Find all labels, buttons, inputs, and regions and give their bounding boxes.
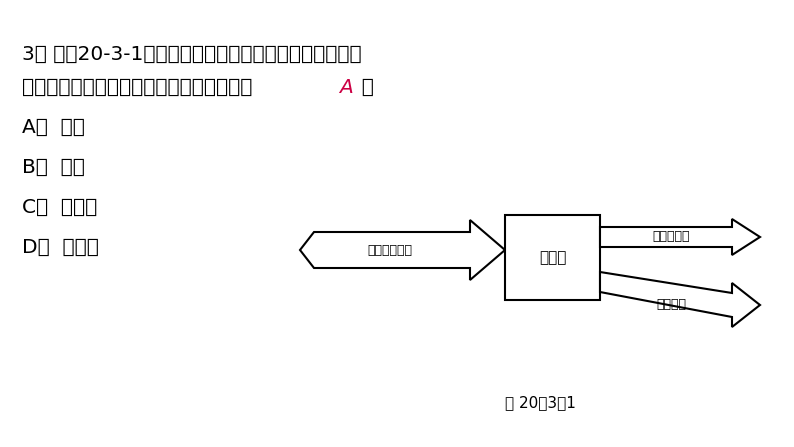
Text: A: A xyxy=(339,78,353,97)
Text: （　　）输入: （ ）输入 xyxy=(368,244,413,257)
Polygon shape xyxy=(300,220,505,280)
Text: 内能输出: 内能输出 xyxy=(656,299,686,312)
Text: 图 20－3－1: 图 20－3－1 xyxy=(504,395,576,410)
Text: 机械能输出: 机械能输出 xyxy=(652,231,690,244)
Text: ）: ） xyxy=(349,78,374,97)
Text: 电风扇: 电风扇 xyxy=(539,250,566,265)
Polygon shape xyxy=(600,219,760,255)
Text: 3． 如图20-3-1是电风扇工作时的能量流向图（算头粗细: 3． 如图20-3-1是电风扇工作时的能量流向图（算头粗细 xyxy=(22,45,361,64)
Text: B．  内能: B． 内能 xyxy=(22,158,85,177)
Polygon shape xyxy=(600,272,760,327)
Text: D．  机械能: D． 机械能 xyxy=(22,238,99,257)
Text: 不代表能量的多少），括号的能量应该是（: 不代表能量的多少），括号的能量应该是（ xyxy=(22,78,265,97)
Text: C．  化学能: C． 化学能 xyxy=(22,198,97,217)
Text: A．  电能: A． 电能 xyxy=(22,118,85,137)
Bar xyxy=(505,215,600,300)
